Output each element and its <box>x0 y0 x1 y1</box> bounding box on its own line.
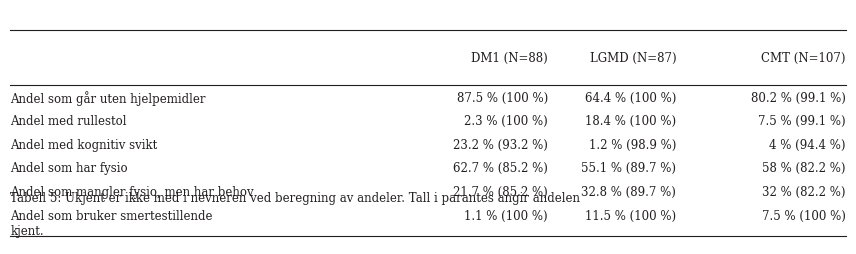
Text: 87.5 % (100 %): 87.5 % (100 %) <box>456 92 548 105</box>
Text: 2.3 % (100 %): 2.3 % (100 %) <box>464 115 548 128</box>
Text: Andel som bruker smertestillende: Andel som bruker smertestillende <box>10 210 213 223</box>
Text: CMT (N=107): CMT (N=107) <box>761 52 846 65</box>
Text: 32.8 % (89.7 %): 32.8 % (89.7 %) <box>581 186 676 199</box>
Text: Andel med rullestol: Andel med rullestol <box>10 115 127 128</box>
Text: 21.7 % (85.2 %): 21.7 % (85.2 %) <box>453 186 548 199</box>
Text: kjent.: kjent. <box>10 225 44 238</box>
Text: 11.5 % (100 %): 11.5 % (100 %) <box>586 210 676 223</box>
Text: 1.2 % (98.9 %): 1.2 % (98.9 %) <box>589 139 676 152</box>
Text: 32 % (82.2 %): 32 % (82.2 %) <box>762 186 846 199</box>
Text: 7.5 % (99.1 %): 7.5 % (99.1 %) <box>758 115 846 128</box>
Text: Andel med kognitiv svikt: Andel med kognitiv svikt <box>10 139 158 152</box>
Text: 18.4 % (100 %): 18.4 % (100 %) <box>586 115 676 128</box>
Text: 4 % (94.4 %): 4 % (94.4 %) <box>770 139 846 152</box>
Text: LGMD (N=87): LGMD (N=87) <box>590 52 676 65</box>
Text: 64.4 % (100 %): 64.4 % (100 %) <box>585 92 676 105</box>
Text: 58 % (82.2 %): 58 % (82.2 %) <box>762 163 846 176</box>
Text: 55.1 % (89.7 %): 55.1 % (89.7 %) <box>581 163 676 176</box>
Text: Andel som går uten hjelpemidler: Andel som går uten hjelpemidler <box>10 91 205 105</box>
Text: 1.1 % (100 %): 1.1 % (100 %) <box>464 210 548 223</box>
Text: 80.2 % (99.1 %): 80.2 % (99.1 %) <box>751 92 846 105</box>
Text: Tabell 5: Ukjent er ikke med i nevneren ved beregning av andeler. Tall i parante: Tabell 5: Ukjent er ikke med i nevneren … <box>10 192 580 205</box>
Text: Andel som har fysio: Andel som har fysio <box>10 163 128 176</box>
Text: 23.2 % (93.2 %): 23.2 % (93.2 %) <box>453 139 548 152</box>
Text: DM1 (N=88): DM1 (N=88) <box>471 52 548 65</box>
Text: 62.7 % (85.2 %): 62.7 % (85.2 %) <box>453 163 548 176</box>
Text: 7.5 % (100 %): 7.5 % (100 %) <box>762 210 846 223</box>
Text: Andel som mangler fysio, men har behov: Andel som mangler fysio, men har behov <box>10 186 254 199</box>
